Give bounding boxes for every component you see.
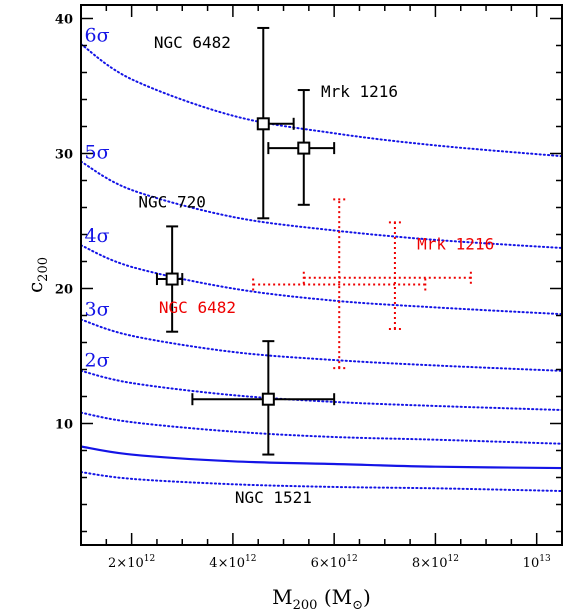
sigma-curve-4sigma: [81, 244, 562, 316]
y-tick-label: 40: [55, 13, 73, 28]
axes-layer: 2×1012 4×1012 6×1012 8×1012 1013 10 20 30 40 M200…: [23, 5, 563, 613]
label-mrk-1216-black: Mrk 1216: [321, 82, 398, 101]
curves-layer: [81, 43, 562, 492]
sigma-curve-6sigma: [81, 43, 562, 158]
data-point-ngc-6482-black: [256, 26, 295, 220]
limit-curve-2: [81, 411, 562, 445]
sigma-label-3sigma: 3σ: [85, 299, 110, 321]
plot-frame: [80, 4, 563, 546]
square-marker: [297, 141, 311, 155]
square-marker: [165, 272, 179, 286]
square-marker: [256, 117, 270, 131]
label-ngc-720-black: NGC 720: [138, 193, 205, 212]
x-tick-label: 8×1012: [412, 554, 459, 571]
y-tick-label: 20: [55, 283, 73, 298]
x-tick-label: 1013: [523, 554, 551, 571]
sigma-label-5sigma: 5σ: [85, 142, 110, 164]
y-axis-title: c200: [23, 257, 51, 293]
sigma-label-2sigma: 2σ: [85, 350, 110, 372]
sigma-curve-2sigma: [81, 369, 562, 411]
sigma-label-6sigma: 6σ: [85, 25, 110, 47]
sigma-labels-layer: 2σ 3σ 4σ 5σ 6σ: [85, 25, 110, 372]
label-ngc-6482-black: NGC 6482: [154, 33, 231, 52]
data-point-mrk-1216-red: [302, 221, 472, 330]
square-marker: [261, 392, 275, 406]
points-layer: [155, 26, 472, 456]
data-point-mrk-1216-black: [267, 89, 336, 206]
y-tick-label: 10: [55, 418, 73, 433]
y-tick-label: 30: [55, 148, 73, 163]
x-axis-title: M200 (M⊙): [272, 585, 371, 613]
label-ngc-6482-red: NGC 6482: [159, 298, 236, 317]
label-mrk-1216-red: Mrk 1216: [417, 234, 494, 253]
sigma-label-4sigma: 4σ: [85, 225, 110, 247]
sigma-curve-5sigma: [81, 160, 562, 249]
label-ngc-1521-black: NGC 1521: [235, 488, 312, 507]
x-tick-label: 6×1012: [311, 554, 358, 571]
annotations-layer: NGC 6482 Mrk 1216 NGC 720 Mrk 1216 NGC 6482 N…: [138, 33, 494, 507]
limit-curve-1: [81, 471, 562, 492]
x-tick-label: 2×1012: [108, 554, 155, 571]
data-point-ngc-720-black: [155, 225, 184, 333]
sigma-curve-3sigma: [81, 318, 562, 372]
data-point-ngc-6482-red: [252, 198, 427, 370]
limit-curve-0: [81, 445, 562, 470]
data-point-ngc-1521-black: [191, 340, 336, 456]
x-tick-label: 4×1012: [209, 554, 256, 571]
